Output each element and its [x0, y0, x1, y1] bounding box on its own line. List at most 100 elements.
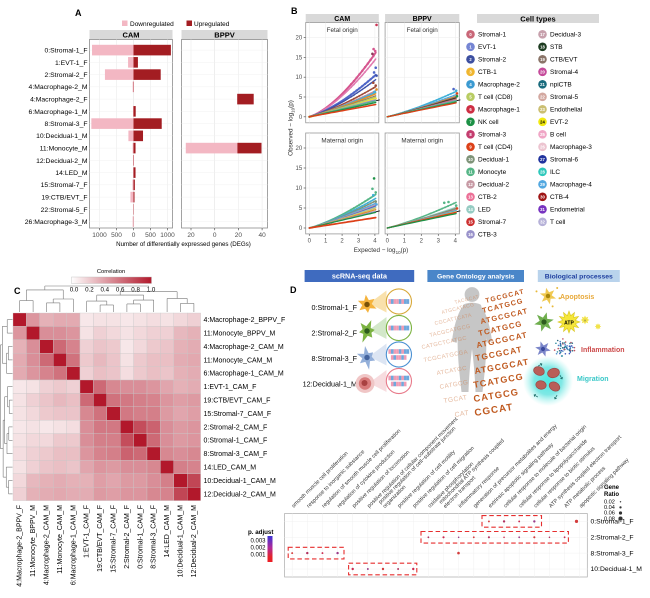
- svg-text:10:Decidual-1_M: 10:Decidual-1_M: [36, 133, 88, 140]
- svg-text:15: 15: [468, 219, 473, 224]
- svg-text:4:Macrophage-2_F: 4:Macrophage-2_F: [30, 97, 87, 104]
- svg-text:Correlation: Correlation: [97, 269, 125, 275]
- svg-text:8:Stromal-3_F: 8:Stromal-3_F: [591, 550, 634, 557]
- svg-text:Endometrial: Endometrial: [550, 207, 585, 214]
- svg-text:22:Stromal-5_F: 22:Stromal-5_F: [41, 207, 88, 214]
- svg-text:23: 23: [540, 107, 545, 112]
- svg-text:Cell types: Cell types: [520, 15, 555, 24]
- svg-text:24: 24: [540, 119, 545, 124]
- svg-text:4:Macrophage-2_M: 4:Macrophage-2_M: [29, 84, 88, 91]
- svg-text:Stromal-5: Stromal-5: [550, 94, 579, 101]
- svg-text:Stromal-3: Stromal-3: [478, 132, 507, 139]
- svg-text:10: 10: [296, 75, 303, 81]
- svg-text:500: 500: [145, 232, 156, 239]
- svg-text:10: 10: [468, 157, 473, 162]
- svg-text:20: 20: [296, 146, 303, 152]
- svg-text:11:Monocyte_M: 11:Monocyte_M: [40, 146, 88, 153]
- svg-text:4:Macrophage-2_CAM_M: 4:Macrophage-2_CAM_M: [204, 344, 284, 351]
- svg-text:Inflammation: Inflammation: [581, 347, 625, 354]
- svg-text:14:LED_CAM_M: 14:LED_CAM_M: [204, 465, 257, 472]
- svg-text:14:LED_CAM_M: 14:LED_CAM_M: [164, 505, 171, 558]
- svg-text:15:Stromal-7_F: 15:Stromal-7_F: [41, 182, 88, 189]
- svg-text:CTB-3: CTB-3: [478, 232, 497, 239]
- svg-text:Monocyte: Monocyte: [478, 169, 507, 176]
- svg-text:CTB-4: CTB-4: [550, 194, 569, 201]
- svg-text:Expected − log10(p): Expected − log10(p): [354, 247, 409, 255]
- svg-text:Downregulated: Downregulated: [130, 21, 174, 28]
- svg-text:Gene: Gene: [604, 485, 620, 491]
- svg-text:BPPV: BPPV: [214, 31, 234, 40]
- svg-text:Apoptosis: Apoptosis: [560, 294, 594, 301]
- svg-text:scRNA-seq data: scRNA-seq data: [332, 272, 388, 281]
- svg-text:Stromal-7: Stromal-7: [478, 219, 507, 226]
- svg-text:npiCTB: npiCTB: [550, 82, 572, 89]
- svg-text:6:Macrophage-1_CAM_M: 6:Macrophage-1_CAM_M: [70, 505, 77, 585]
- svg-text:T cell (CD4): T cell (CD4): [478, 144, 513, 151]
- svg-text:2:Stromal-2_CAM_F: 2:Stromal-2_CAM_F: [124, 505, 131, 569]
- svg-text:12:Decidual-2_CAM_M: 12:Decidual-2_CAM_M: [204, 491, 277, 498]
- svg-text:17: 17: [540, 32, 545, 37]
- svg-text:0.8: 0.8: [131, 287, 140, 294]
- svg-text:CTB/EVT: CTB/EVT: [550, 57, 577, 64]
- svg-text:Stromal-4: Stromal-4: [550, 69, 579, 76]
- svg-text:Gene Ontology analysis: Gene Ontology analysis: [437, 274, 515, 281]
- svg-text:CTB-2: CTB-2: [478, 194, 497, 201]
- svg-text:D: D: [290, 285, 297, 295]
- svg-text:20: 20: [540, 69, 545, 74]
- svg-text:NK cell: NK cell: [478, 119, 499, 126]
- svg-text:8:Stromal-3_CAM_F: 8:Stromal-3_CAM_F: [151, 505, 158, 569]
- svg-text:21: 21: [540, 82, 545, 87]
- svg-text:0: 0: [132, 232, 136, 239]
- svg-text:16: 16: [468, 232, 473, 237]
- svg-text:Macrophage-1: Macrophage-1: [478, 107, 520, 114]
- svg-text:8:Stromal-3_CAM_F: 8:Stromal-3_CAM_F: [204, 451, 268, 458]
- svg-text:4:Macrophage-2_BPPV_F: 4:Macrophage-2_BPPV_F: [17, 505, 24, 587]
- svg-text:40: 40: [258, 232, 266, 239]
- svg-text:25: 25: [540, 132, 545, 137]
- svg-text:11: 11: [468, 169, 473, 174]
- svg-text:12:Decidual-1_M: 12:Decidual-1_M: [303, 380, 357, 389]
- svg-text:0:Stromal-1_F: 0:Stromal-1_F: [311, 303, 357, 312]
- svg-text:p. adjust: p. adjust: [248, 529, 273, 536]
- svg-text:8:Stromal-3_F: 8:Stromal-3_F: [311, 354, 357, 363]
- svg-text:11:Monocyte_CAM_M: 11:Monocyte_CAM_M: [204, 357, 273, 364]
- svg-text:4:Macrophage-2_BPPV_F: 4:Macrophage-2_BPPV_F: [204, 317, 286, 324]
- svg-text:15:Stromal-7_CAM_F: 15:Stromal-7_CAM_F: [111, 505, 118, 573]
- svg-text:Stromal-6: Stromal-6: [550, 157, 579, 164]
- svg-text:11:Monocyte_CAM_M: 11:Monocyte_CAM_M: [57, 505, 64, 574]
- svg-text:14:LED_M: 14:LED_M: [55, 170, 87, 177]
- svg-text:0.001: 0.001: [250, 553, 266, 559]
- svg-text:Stromal-2: Stromal-2: [478, 57, 507, 64]
- svg-text:Observed − log10(p): Observed − log10(p): [288, 100, 296, 156]
- svg-text:ILC: ILC: [550, 169, 560, 176]
- svg-text:1.0: 1.0: [147, 287, 156, 294]
- svg-text:6:Macrophage-1_M: 6:Macrophage-1_M: [29, 109, 88, 116]
- svg-text:BPPV: BPPV: [413, 16, 432, 23]
- svg-text:0.4: 0.4: [100, 287, 109, 294]
- svg-text:26: 26: [540, 144, 545, 149]
- svg-text:A: A: [75, 8, 82, 18]
- svg-text:32: 32: [540, 219, 545, 224]
- svg-text:CTB-1: CTB-1: [478, 69, 497, 76]
- svg-text:0:Stromal-1_CAM_F: 0:Stromal-1_CAM_F: [137, 505, 144, 569]
- svg-text:0: 0: [213, 232, 217, 239]
- svg-text:18: 18: [540, 44, 545, 49]
- svg-text:22: 22: [540, 94, 545, 99]
- svg-text:10:Decidual-1_CAM_M: 10:Decidual-1_CAM_M: [204, 478, 277, 485]
- svg-text:Macrophage-2: Macrophage-2: [478, 82, 520, 89]
- svg-text:11:Monocyte_BPPV_M: 11:Monocyte_BPPV_M: [204, 331, 276, 338]
- svg-text:8:Stromal-3_F: 8:Stromal-3_F: [44, 121, 87, 128]
- svg-text:15:Stromal-7_CAM_F: 15:Stromal-7_CAM_F: [204, 411, 272, 418]
- svg-text:31: 31: [540, 207, 545, 212]
- svg-text:1000: 1000: [160, 232, 175, 239]
- svg-text:0.002: 0.002: [250, 546, 266, 552]
- svg-text:0.0: 0.0: [70, 287, 79, 294]
- svg-text:20: 20: [296, 36, 303, 42]
- svg-text:11:Monocyte_BPPV_M: 11:Monocyte_BPPV_M: [30, 505, 37, 577]
- svg-text:Decidual-1: Decidual-1: [478, 157, 509, 164]
- svg-text:1000: 1000: [92, 232, 107, 239]
- svg-text:4:Macrophage-2_CAM_M: 4:Macrophage-2_CAM_M: [44, 505, 51, 585]
- svg-text:Migration: Migration: [577, 376, 609, 383]
- svg-text:2:Stromal-2_CAM_F: 2:Stromal-2_CAM_F: [204, 424, 268, 431]
- svg-text:Endothelial: Endothelial: [550, 107, 583, 114]
